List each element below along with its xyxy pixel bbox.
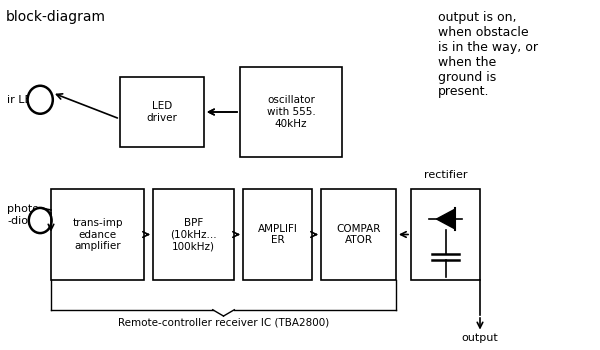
Text: output: output: [461, 333, 499, 343]
Text: COMPAR
ATOR: COMPAR ATOR: [337, 224, 380, 245]
FancyBboxPatch shape: [240, 66, 342, 158]
Text: photo
-diode: photo -diode: [7, 204, 42, 226]
Text: BPF
(10kHz...
100kHz): BPF (10kHz... 100kHz): [170, 218, 217, 251]
FancyBboxPatch shape: [243, 189, 312, 280]
FancyBboxPatch shape: [120, 77, 204, 147]
Ellipse shape: [29, 208, 52, 233]
Text: ir LED: ir LED: [7, 95, 40, 105]
FancyBboxPatch shape: [153, 189, 234, 280]
FancyBboxPatch shape: [321, 189, 396, 280]
Text: Remote-controller receiver IC (TBA2800): Remote-controller receiver IC (TBA2800): [118, 317, 329, 328]
FancyBboxPatch shape: [51, 189, 144, 280]
Text: LED
driver: LED driver: [146, 101, 178, 123]
FancyBboxPatch shape: [411, 189, 480, 280]
Ellipse shape: [28, 86, 53, 114]
Text: oscillator
with 555.
40kHz: oscillator with 555. 40kHz: [266, 96, 316, 128]
Text: output is on,
when obstacle
is in the way, or
when the
ground is
present.: output is on, when obstacle is in the wa…: [438, 10, 538, 98]
Text: rectifier: rectifier: [424, 170, 467, 180]
Text: trans-imp
edance
amplifier: trans-imp edance amplifier: [72, 218, 123, 251]
Text: block-diagram: block-diagram: [6, 10, 106, 25]
Polygon shape: [437, 209, 455, 229]
Text: AMPLIFI
ER: AMPLIFI ER: [257, 224, 298, 245]
